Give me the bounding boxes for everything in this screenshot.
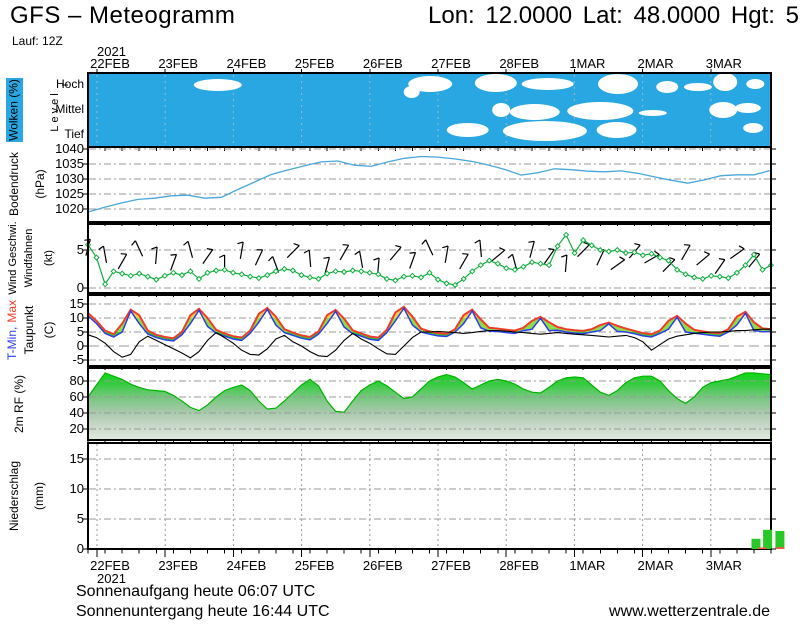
precip-unit-label: (mm) (32, 482, 46, 510)
svg-text:1MAR: 1MAR (569, 56, 605, 71)
svg-text:40: 40 (70, 405, 84, 420)
svg-text:1MAR: 1MAR (569, 558, 605, 573)
svg-text:5: 5 (77, 511, 84, 526)
svg-text:28FEB: 28FEB (499, 558, 539, 573)
svg-text:22FEB: 22FEB (90, 558, 130, 573)
temp-max-label: Max (5, 300, 19, 323)
svg-text:1040: 1040 (55, 141, 84, 156)
svg-text:80: 80 (70, 373, 84, 388)
humidity-panel-label: 2m RF (%) (12, 375, 26, 433)
svg-text:2MAR: 2MAR (638, 558, 674, 573)
svg-text:60: 60 (70, 389, 84, 404)
date-axis: 22FEB 22FEB 23FEB 23FEB 24FEB 24FEB 25FEB 25FEB… (87, 44, 772, 586)
temp-min-label: T-Min, (5, 327, 19, 360)
svg-text:2021: 2021 (97, 44, 126, 59)
svg-text:20: 20 (70, 421, 84, 436)
precip-panel-label: Niederschlag (7, 461, 21, 531)
svg-text:10: 10 (70, 310, 84, 325)
clouds-label-chip (6, 78, 23, 142)
svg-text:3MAR: 3MAR (706, 558, 742, 573)
pressure-unit-label: (hPa) (33, 169, 47, 198)
app-title: GFS – Meteogramm (10, 2, 236, 29)
svg-text:27FEB: 27FEB (431, 558, 471, 573)
meteogram-plot: 1040103510301025102050151050-58060402015… (55, 44, 785, 586)
svg-text:27FEB: 27FEB (431, 56, 471, 71)
run-label: Lauf: 12Z (12, 34, 63, 48)
svg-text:0: 0 (77, 280, 84, 295)
precipitation-panel: 15 10 5 0 (70, 442, 785, 556)
svg-text:24FEB: 24FEB (227, 56, 267, 71)
svg-text:15: 15 (70, 451, 84, 466)
svg-text:25FEB: 25FEB (295, 56, 335, 71)
svg-text:1025: 1025 (55, 186, 84, 201)
svg-text:23FEB: 23FEB (158, 56, 198, 71)
svg-text:23FEB: 23FEB (158, 558, 198, 573)
temp-unit-label: (C) (42, 322, 56, 339)
clouds-panel (62, 72, 772, 151)
svg-text:3MAR: 3MAR (706, 56, 742, 71)
svg-text:28FEB: 28FEB (499, 56, 539, 71)
wind-unit-label: (kt) (43, 250, 55, 266)
svg-text:25FEB: 25FEB (295, 558, 335, 573)
cloud-row-label-tief: Tief (64, 127, 84, 141)
svg-text:2021: 2021 (97, 571, 126, 586)
cloud-row-label-mittel: Mittel (55, 102, 84, 116)
wind-panel: 50 (77, 223, 776, 297)
svg-text:15: 15 (70, 296, 84, 311)
svg-text:-5: -5 (72, 352, 84, 367)
svg-text:0: 0 (77, 541, 84, 556)
svg-text:0: 0 (77, 338, 84, 353)
svg-text:2MAR: 2MAR (638, 56, 674, 71)
sunset-text: Sonnenuntergang heute 16:44 UTC (76, 603, 330, 620)
wind-speed-label: Wind Geschwi. (7, 221, 19, 294)
cloud-row-label-hoch: Hoch (56, 77, 84, 91)
clouds-panel-label: Wolken (%) (7, 79, 21, 141)
pressure-panel-label: Bodendruck (7, 151, 21, 216)
svg-text:22FEB: 22FEB (90, 56, 130, 71)
temp-panel-label: T-Min, Max (5, 300, 19, 360)
svg-text:10: 10 (70, 481, 84, 496)
clouds-level-label: Level (49, 90, 61, 131)
sunrise-text: Sonnenaufgang heute 06:07 UTC (76, 583, 316, 600)
svg-text:1020: 1020 (55, 201, 84, 216)
svg-text:5: 5 (77, 242, 84, 257)
svg-text:24FEB: 24FEB (227, 558, 267, 573)
svg-text:1035: 1035 (55, 156, 84, 171)
wind-barb-label: Windfahnen (23, 229, 35, 288)
website-link[interactable]: www.wetterzentrale.de (609, 603, 770, 620)
svg-text:26FEB: 26FEB (363, 56, 403, 71)
coordinates-label: Lon: 12.0000 Lat: 48.0000 Hgt: 5 (428, 2, 799, 29)
svg-text:1030: 1030 (55, 171, 84, 186)
dewpoint-label: Taupunkt (22, 305, 36, 354)
svg-text:5: 5 (77, 324, 84, 339)
svg-text:26FEB: 26FEB (363, 558, 403, 573)
